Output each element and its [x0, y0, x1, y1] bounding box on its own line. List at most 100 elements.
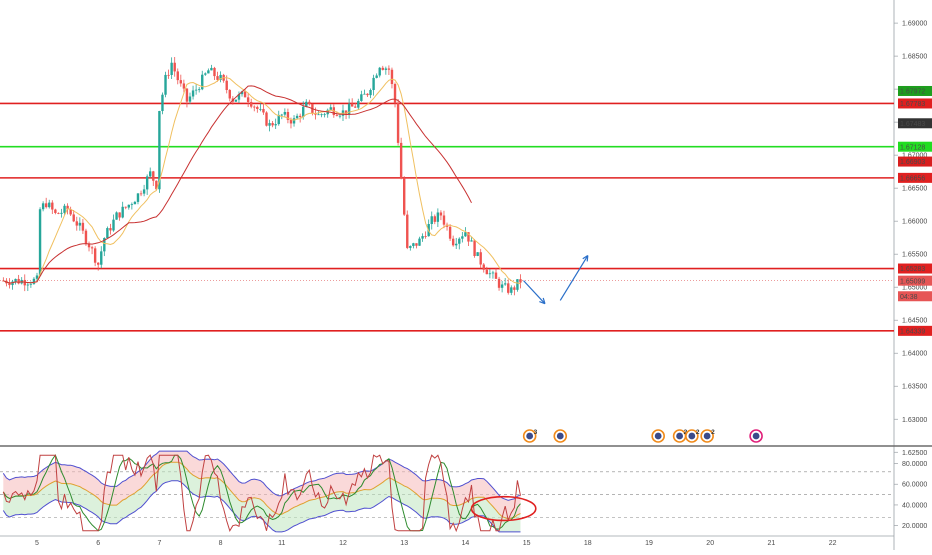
candle-body[interactable] — [280, 114, 283, 116]
candle-body[interactable] — [292, 118, 296, 124]
candle-body[interactable] — [136, 193, 140, 202]
oscillator-highlight-ellipse[interactable] — [470, 495, 537, 522]
event-badge[interactable]: 3 — [522, 429, 538, 443]
candle-body[interactable] — [418, 238, 421, 246]
candle-body[interactable] — [149, 171, 152, 177]
candle-body[interactable] — [87, 243, 91, 248]
candle-body[interactable] — [127, 204, 130, 208]
candle-body[interactable] — [103, 238, 106, 252]
candle-body[interactable] — [44, 203, 48, 208]
event-badge[interactable]: 2 — [685, 429, 700, 443]
candle-body[interactable] — [350, 103, 354, 107]
candle-body[interactable] — [90, 247, 94, 249]
candle-body[interactable] — [274, 124, 277, 126]
candle-body[interactable] — [29, 283, 33, 285]
candle-body[interactable] — [17, 278, 20, 284]
candle-body[interactable] — [115, 212, 118, 220]
candle-body[interactable] — [256, 106, 259, 110]
candle-body[interactable] — [451, 238, 455, 246]
candle-body[interactable] — [344, 110, 348, 115]
candle-body[interactable] — [253, 106, 256, 108]
projection-arrow-1[interactable] — [523, 280, 546, 305]
candle-body[interactable] — [109, 228, 112, 231]
candle-body[interactable] — [185, 88, 189, 102]
candle-body[interactable] — [295, 115, 299, 119]
candle-body[interactable] — [219, 74, 222, 80]
candle-body[interactable] — [357, 100, 360, 108]
event-badge[interactable] — [749, 429, 763, 443]
candle-body[interactable] — [225, 80, 228, 91]
candle-body[interactable] — [106, 228, 109, 239]
candle-body[interactable] — [448, 226, 452, 239]
projection-arrow-2[interactable] — [559, 255, 589, 301]
candle-body[interactable] — [51, 202, 54, 210]
candle-body[interactable] — [112, 219, 115, 231]
candle-body[interactable] — [265, 112, 268, 126]
candle-body[interactable] — [69, 209, 72, 215]
candle-body[interactable] — [207, 70, 210, 74]
candle-body[interactable] — [130, 204, 134, 206]
candle-body[interactable] — [384, 68, 388, 70]
event-badge[interactable] — [553, 429, 568, 443]
candle-body[interactable] — [142, 189, 146, 194]
candle-body[interactable] — [461, 236, 464, 239]
candle-body[interactable] — [516, 279, 519, 290]
candle-body[interactable] — [26, 284, 30, 286]
candle-body[interactable] — [415, 243, 418, 246]
candle-body[interactable] — [519, 279, 522, 283]
candle-body[interactable] — [366, 93, 369, 96]
candle-body[interactable] — [78, 222, 82, 226]
candle-body[interactable] — [289, 119, 293, 124]
candle-body[interactable] — [145, 176, 149, 190]
candle-body[interactable] — [497, 278, 501, 288]
candle-body[interactable] — [375, 75, 378, 78]
candle-body[interactable] — [403, 178, 406, 215]
candle-body[interactable] — [167, 74, 170, 76]
candle-body[interactable] — [390, 69, 394, 85]
candle-body[interactable] — [118, 212, 121, 218]
candle-body[interactable] — [57, 212, 60, 214]
event-badge[interactable]: 2 — [700, 429, 715, 443]
candle-body[interactable] — [335, 115, 339, 116]
candle-body[interactable] — [399, 142, 403, 179]
candle-body[interactable] — [482, 264, 485, 270]
candle-body[interactable] — [213, 67, 216, 77]
candle-body[interactable] — [11, 281, 14, 286]
candle-body[interactable] — [97, 262, 100, 265]
candle-body[interactable] — [271, 123, 274, 126]
candle-body[interactable] — [155, 180, 158, 190]
candle-body[interactable] — [246, 97, 250, 102]
candle-body[interactable] — [354, 106, 357, 108]
candle-body[interactable] — [381, 67, 384, 70]
candle-body[interactable] — [188, 96, 192, 102]
candle-body[interactable] — [158, 111, 161, 190]
candle-body[interactable] — [302, 106, 305, 118]
candle-body[interactable] — [48, 202, 51, 208]
candle-body[interactable] — [372, 77, 375, 91]
candle-body[interactable] — [503, 283, 507, 285]
candle-body[interactable] — [476, 252, 479, 256]
candle-body[interactable] — [38, 209, 42, 276]
candle-body[interactable] — [338, 115, 342, 117]
candle-body[interactable] — [485, 269, 489, 275]
candle-body[interactable] — [100, 251, 103, 265]
candle-body[interactable] — [277, 114, 280, 125]
candle-body[interactable] — [228, 90, 231, 99]
candle-body[interactable] — [191, 90, 195, 97]
candle-body[interactable] — [430, 216, 433, 225]
candle-body[interactable] — [84, 230, 88, 244]
candle-body[interactable] — [197, 89, 201, 91]
candlestick-series[interactable] — [2, 56, 522, 296]
candle-body[interactable] — [329, 107, 332, 110]
candle-body[interactable] — [436, 212, 440, 222]
candle-body[interactable] — [467, 232, 470, 242]
candle-body[interactable] — [513, 287, 516, 290]
candle-body[interactable] — [320, 114, 323, 116]
candle-body[interactable] — [510, 287, 513, 293]
candle-body[interactable] — [41, 203, 45, 210]
candle-body[interactable] — [170, 62, 173, 75]
candle-body[interactable] — [308, 101, 311, 105]
candle-body[interactable] — [124, 206, 127, 208]
candle-body[interactable] — [412, 243, 415, 247]
